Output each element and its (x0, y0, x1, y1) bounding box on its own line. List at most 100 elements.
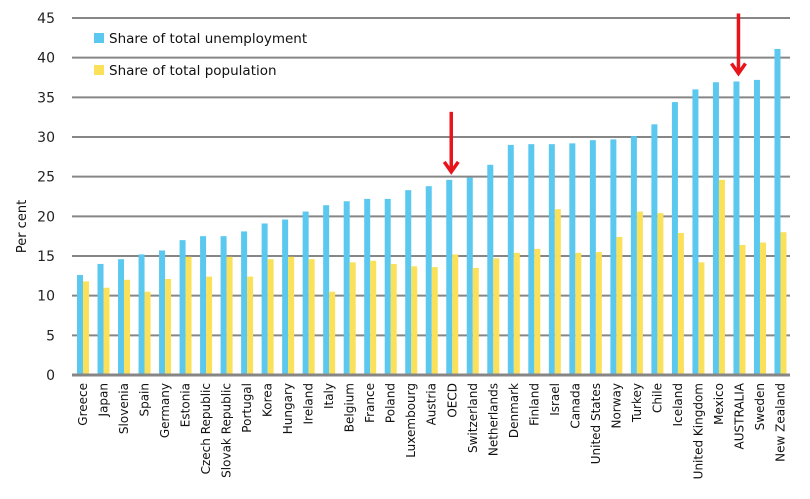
x-tick-label: AUSTRALIA (732, 382, 746, 449)
bar-unemployment (77, 275, 83, 375)
legend-label-unemployment: Share of total unemployment (109, 31, 307, 47)
annotation-arrows (442, 13, 747, 175)
y-tick-label: 5 (46, 328, 55, 344)
x-tick-label: Germany (158, 383, 172, 438)
x-tick-label: OECD (445, 383, 459, 418)
bar-population (534, 248, 541, 375)
bar-population (595, 252, 602, 375)
bar-population (308, 259, 315, 375)
bar-unemployment (733, 81, 740, 375)
bar-unemployment (220, 236, 227, 375)
y-tick-label: 30 (37, 130, 55, 146)
bar-unemployment (753, 79, 760, 375)
bar-population (411, 266, 418, 375)
bar-unemployment (138, 254, 145, 375)
bar-unemployment (610, 139, 617, 375)
bar-population (103, 287, 110, 375)
y-tick-label: 25 (37, 170, 55, 186)
bar-population (780, 232, 787, 375)
bar-unemployment (118, 259, 125, 375)
x-tick-label: Israel (548, 383, 562, 416)
x-tick-label: Slovenia (117, 383, 131, 434)
x-tick-label: Italy (322, 383, 336, 409)
bar-population (677, 232, 684, 375)
bar-population (83, 281, 89, 375)
bar-population (370, 260, 377, 375)
legend-swatch-unemployment (94, 33, 104, 43)
x-tick-label: Korea (261, 383, 275, 417)
bar-population (636, 211, 643, 375)
x-tick-label: United States (589, 383, 603, 464)
x-tick-label: Mexico (712, 383, 726, 425)
bar-unemployment (261, 223, 268, 375)
y-tick-label: 20 (37, 209, 55, 225)
bar-unemployment (569, 143, 576, 375)
bar-population (472, 267, 479, 375)
y-tick-label: 45 (37, 11, 55, 27)
bar-unemployment (774, 48, 781, 375)
bar-unemployment (179, 240, 186, 375)
x-tick-label: Spain (138, 383, 152, 417)
x-tick-label: Slovak Republic (220, 383, 234, 478)
x-tick-label: Greece (76, 383, 90, 426)
y-tick-label: 0 (46, 368, 55, 384)
x-tick-label: Estonia (179, 383, 193, 427)
bar-population (718, 179, 725, 375)
bar-population (185, 256, 192, 375)
bar-population (247, 276, 254, 375)
bar-unemployment (487, 164, 494, 375)
x-tick-label: Portugal (240, 383, 254, 433)
bar-unemployment (384, 198, 391, 375)
legend-label-population: Share of total population (109, 63, 277, 79)
y-tick-label: 10 (37, 289, 55, 305)
legend-swatch-population (94, 65, 104, 75)
bar-population (267, 259, 274, 375)
x-axis-category-labels: Greece Japan Slovenia Spain Germany Estonia Cz… (76, 382, 787, 479)
bar-unemployment (589, 140, 596, 375)
bar-population (144, 291, 151, 375)
bar-unemployment (97, 263, 104, 375)
x-tick-label: Turkey (630, 383, 644, 423)
bar-unemployment (671, 102, 678, 376)
arrow-icon (442, 111, 460, 175)
y-tick-label: 15 (37, 249, 55, 265)
bar-unemployment (507, 144, 514, 375)
bar-population (698, 262, 705, 375)
x-tick-label: Chile (650, 383, 664, 413)
bar-population (513, 252, 520, 375)
bar-population (657, 213, 664, 375)
arrow-icon (730, 13, 747, 77)
x-tick-label: Netherlands (486, 383, 500, 456)
bar-unemployment (630, 136, 637, 375)
x-tick-label: Finland (527, 383, 541, 426)
bar-population (349, 262, 356, 375)
x-tick-label: Luxembourg (404, 383, 418, 458)
bar-unemployment (712, 82, 719, 375)
bar-population (739, 244, 746, 375)
bar-unemployment (651, 124, 658, 375)
bar-unemployment (302, 211, 309, 375)
bar-population (165, 279, 172, 375)
bar-population (493, 258, 500, 375)
gridlines (72, 17, 790, 337)
bar-population (226, 256, 233, 375)
x-tick-label: Ireland (302, 383, 316, 425)
y-axis-label: Per cent (15, 200, 30, 253)
y-tick-label: 40 (37, 51, 55, 67)
bar-unemployment (692, 89, 699, 376)
bar-population (124, 279, 131, 375)
bar-population (452, 254, 459, 375)
y-axis-ticks: 0 5 10 15 20 25 30 35 40 45 (37, 11, 55, 384)
bar-unemployment (323, 205, 330, 375)
y-tick-label: 35 (37, 90, 55, 106)
x-tick-label: Hungary (281, 383, 295, 434)
bar-unemployment (405, 190, 412, 375)
bars (77, 48, 787, 376)
x-tick-label: Canada (568, 383, 582, 429)
x-tick-label: Czech Republic (199, 383, 213, 474)
bar-population (575, 252, 582, 375)
x-tick-label: Japan (97, 383, 111, 417)
legend: Share of total unemployment Share of tot… (94, 31, 307, 79)
bar-unemployment (548, 144, 555, 375)
bar-unemployment (241, 231, 248, 375)
